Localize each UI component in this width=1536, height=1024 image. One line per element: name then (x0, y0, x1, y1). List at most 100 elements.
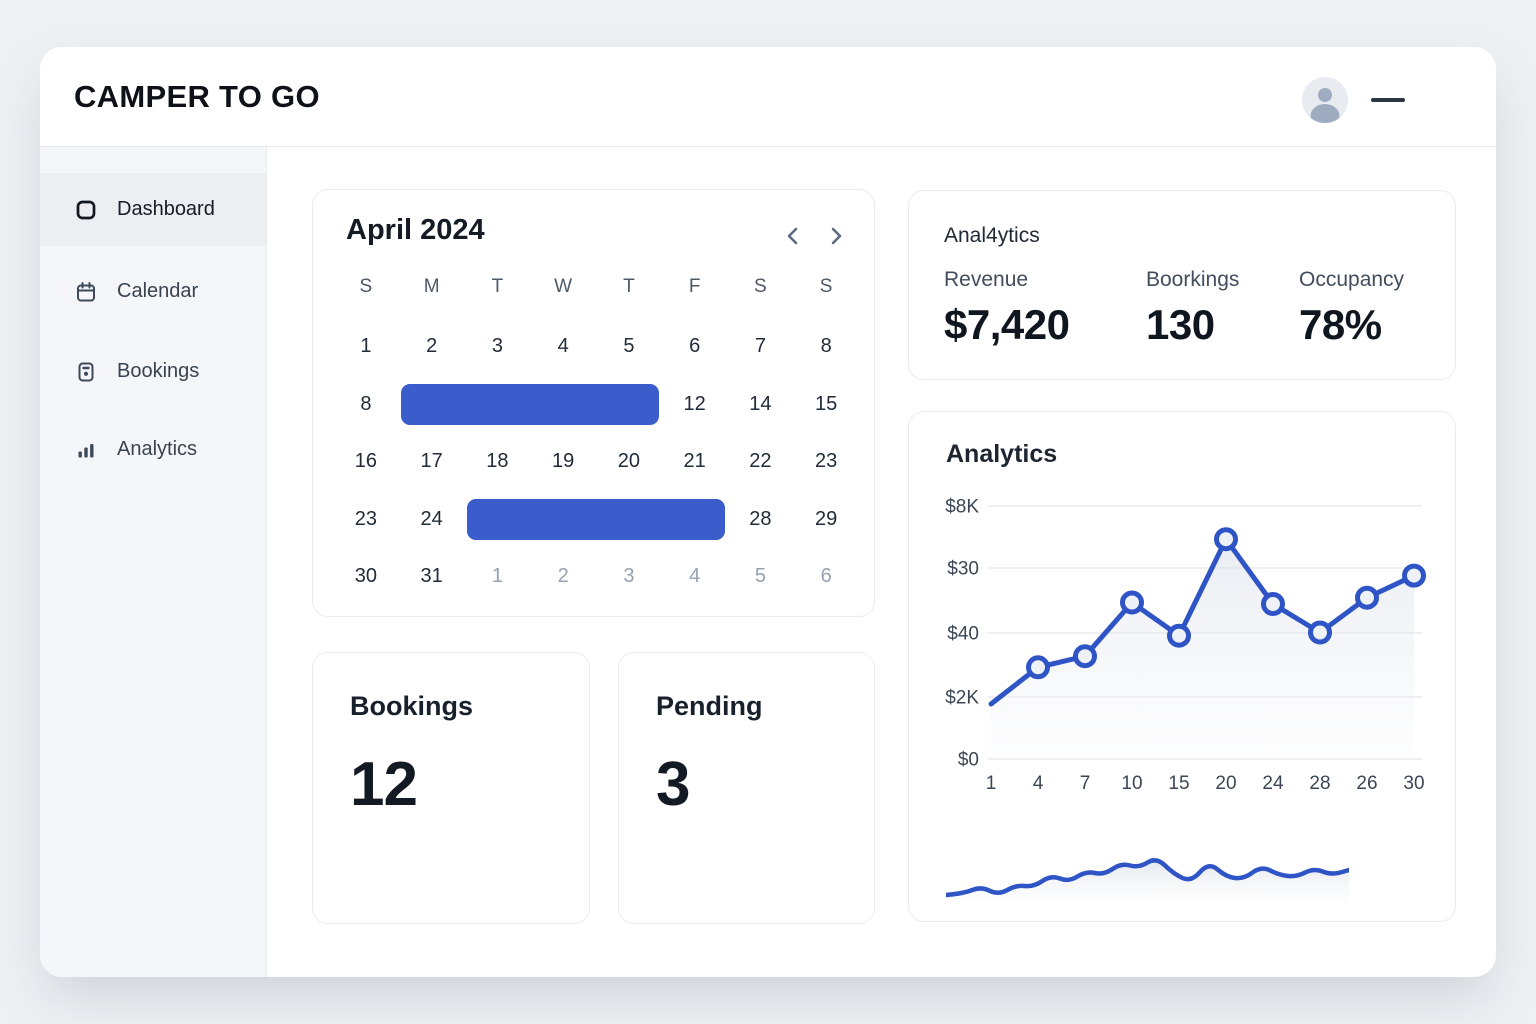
y-tick-label: $0 (958, 750, 979, 771)
x-tick-label: 4 (1033, 773, 1044, 794)
metric-label: Boorkings (1146, 268, 1240, 291)
sidebar: Dashboard Calendar Bookings Analytics (40, 147, 267, 977)
x-tick-label: 10 (1121, 773, 1142, 794)
sidebar-item-bookings[interactable]: Bookings (40, 335, 267, 408)
analytics-icon (74, 438, 98, 462)
calendar-date-cell[interactable]: 29 (815, 507, 838, 530)
x-tick-label: 24 (1262, 773, 1284, 794)
pending-card-value: 3 (656, 750, 690, 819)
pending-summary-card: Pending 3 (618, 652, 875, 924)
y-tick-label: $8K (945, 497, 979, 518)
calendar-date-cell[interactable]: 19 (552, 450, 575, 473)
chart-data-point[interactable] (1026, 655, 1050, 680)
chart-data-point[interactable] (1355, 585, 1379, 610)
calendar-date-cell[interactable]: 31 (420, 565, 443, 588)
calendar-date-cell[interactable]: 8 (820, 335, 832, 358)
metric-bookings: Boorkings 130 (1146, 268, 1299, 349)
booking-range-bar[interactable] (466, 498, 725, 540)
calendar-date-cell[interactable]: 4 (557, 335, 569, 358)
calendar-date-cell[interactable]: 18 (486, 450, 509, 473)
calendar-date-cell[interactable]: 21 (683, 450, 706, 473)
sparkline-line (943, 858, 1352, 898)
calendar-date-cell[interactable]: 5 (754, 565, 766, 588)
calendar-date-cell[interactable]: 28 (749, 507, 772, 530)
calendar-date-cell[interactable]: 8 (360, 392, 372, 415)
calendar-date-cell[interactable]: 14 (749, 392, 772, 415)
chart-data-point[interactable] (1402, 563, 1426, 588)
dashboard-icon (74, 198, 98, 222)
sidebar-item-label: Bookings (117, 360, 200, 382)
calendar-date-cell[interactable]: 7 (754, 335, 766, 358)
x-tick-label: 28 (1309, 773, 1330, 794)
metrics-row: Revenue $7,420 Boorkings 130 Occupancy 7… (944, 268, 1455, 349)
x-tick-label: 20 (1215, 773, 1236, 794)
metric-occupancy: Occupancy 78% (1299, 268, 1404, 349)
user-avatar-icon[interactable] (1302, 77, 1348, 123)
calendar-date-grid: 1 2 3 4 5 6 7 8 8 12 14 15 16 17 18 19 20 21 22 23 23 24 28 29 3… (333, 318, 859, 606)
calendar-date-cell[interactable]: 1 (491, 565, 503, 588)
chart-data-point[interactable] (1214, 527, 1238, 552)
analytics-chart-title: Analytics (946, 440, 1058, 468)
calendar-date-cell[interactable]: 12 (683, 392, 706, 415)
calendar-date-cell[interactable]: 6 (689, 335, 701, 358)
metric-value: 78% (1299, 301, 1382, 348)
calendar-date-cell[interactable]: 1 (360, 335, 372, 358)
sidebar-item-label: Dashboard (117, 198, 215, 220)
chart-data-point[interactable] (1167, 623, 1191, 648)
chart-data-point[interactable] (1261, 592, 1285, 616)
calendar-date-cell[interactable]: 3 (623, 565, 635, 588)
stats-card: Anal4ytics Revenue $7,420 Boorkings 130 … (908, 190, 1456, 380)
y-tick-label: $2K (945, 688, 979, 709)
chart-line (988, 536, 1417, 707)
x-tick-label: 15 (1168, 773, 1189, 794)
bookings-icon (74, 360, 98, 384)
chart-data-point[interactable] (1073, 644, 1097, 669)
calendar-day-header: W (554, 276, 573, 297)
calendar-date-cell[interactable]: 2 (426, 335, 438, 358)
bookings-card-title: Bookings (350, 691, 474, 721)
sidebar-item-analytics[interactable]: Analytics (40, 413, 267, 486)
chart-area-fill (991, 539, 1414, 759)
calendar-date-cell[interactable]: 30 (354, 565, 377, 588)
x-tick-label: 30 (1403, 773, 1424, 794)
sidebar-item-label: Analytics (117, 438, 198, 460)
analytics-card: Analytics $8K $30 $40 $2K $0 1 4 7 10 15 20 24 28 26 3… (908, 411, 1456, 922)
calendar-date-cell[interactable]: 16 (354, 450, 377, 473)
calendar-date-cell[interactable]: 23 (354, 507, 377, 530)
calendar-day-header: S (754, 276, 767, 297)
sidebar-item-calendar[interactable]: Calendar (40, 255, 267, 328)
calendar-date-cell[interactable]: 3 (491, 335, 503, 358)
calendar-date-cell[interactable]: 5 (623, 335, 635, 358)
app-window: CAMPER TO GO Dashboard Calendar Bookings An… (40, 47, 1496, 977)
bookings-sparkline (943, 846, 1352, 904)
chart-data-point[interactable] (1308, 620, 1332, 645)
stats-card-title: Anal4ytics (944, 224, 1040, 247)
calendar-date-cell[interactable]: 4 (689, 565, 701, 588)
calendar-day-header: S (359, 276, 373, 297)
bookings-sparkline-svg (943, 858, 1352, 903)
bookings-card-value: 12 (350, 750, 418, 819)
menu-dash-icon[interactable] (1371, 98, 1405, 102)
calendar-date-cell[interactable]: 15 (815, 392, 838, 415)
calendar-date-cell[interactable]: 2 (557, 565, 569, 588)
calendar-date-cell[interactable]: 24 (420, 507, 443, 530)
analytics-line-chart: $8K $30 $40 $2K $0 1 4 7 10 15 20 24 28 26 30 (909, 482, 1457, 822)
chart-data-point[interactable] (1120, 590, 1144, 615)
metric-label: Occupancy (1299, 268, 1405, 291)
analytics-line-chart-svg: $8K $30 $40 $2K $0 1 4 7 10 15 20 24 28 26 30 (945, 497, 1426, 794)
chevron-right-icon[interactable] (820, 220, 852, 252)
sidebar-item-dashboard[interactable]: Dashboard (40, 173, 267, 246)
y-tick-label: $40 (947, 624, 979, 645)
booking-range-bar[interactable] (400, 383, 659, 425)
chevron-left-icon[interactable] (777, 220, 809, 252)
y-tick-label: $30 (947, 559, 979, 580)
calendar-day-header: F (688, 276, 701, 297)
calendar-date-cell[interactable]: 6 (820, 565, 832, 588)
calendar-date-cell[interactable]: 20 (617, 450, 640, 473)
calendar-date-cell[interactable]: 22 (749, 450, 772, 473)
calendar-date-cell[interactable]: 23 (815, 450, 838, 473)
calendar-day-header: M (423, 276, 440, 297)
calendar-date-cell[interactable]: 17 (420, 450, 443, 473)
